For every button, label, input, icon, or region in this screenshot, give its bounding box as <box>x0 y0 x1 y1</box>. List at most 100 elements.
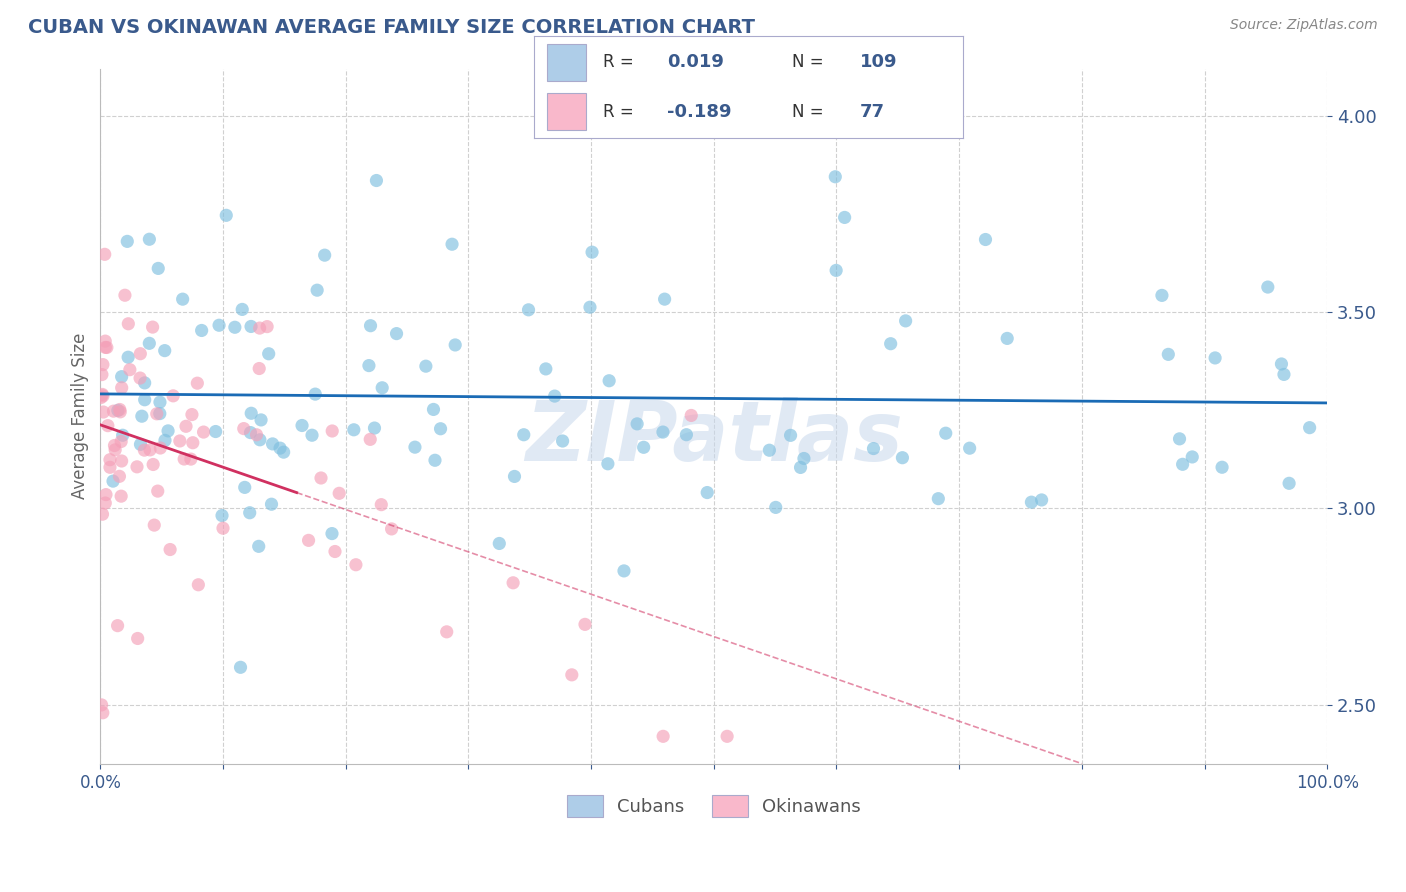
Point <box>652 425 675 439</box>
Text: 77: 77 <box>860 103 886 120</box>
Point <box>544 389 567 403</box>
Point <box>716 729 738 743</box>
Point <box>90 698 112 712</box>
Point <box>169 434 191 448</box>
Point <box>1272 368 1295 382</box>
Point <box>793 451 815 466</box>
Point <box>1204 351 1226 365</box>
Point <box>1157 347 1180 361</box>
Point <box>114 288 136 302</box>
Text: R =: R = <box>603 103 634 120</box>
Text: R =: R = <box>603 54 634 71</box>
Point <box>90 391 112 405</box>
Point <box>488 536 510 550</box>
Point <box>370 498 392 512</box>
Point <box>366 173 388 187</box>
Point <box>101 474 124 488</box>
Point <box>129 437 152 451</box>
Point <box>240 406 263 420</box>
Text: -0.189: -0.189 <box>668 103 731 120</box>
Point <box>91 387 114 401</box>
Point <box>1150 288 1173 302</box>
Point <box>415 359 437 374</box>
Point <box>211 508 233 523</box>
Point <box>146 484 169 499</box>
Point <box>108 402 131 417</box>
Point <box>260 497 283 511</box>
Text: N =: N = <box>792 103 823 120</box>
Point <box>423 453 446 467</box>
Point <box>110 405 132 419</box>
Point <box>927 491 949 506</box>
Point <box>959 441 981 455</box>
FancyBboxPatch shape <box>547 44 586 81</box>
Point <box>247 539 270 553</box>
Point <box>172 292 194 306</box>
Point <box>517 302 540 317</box>
Point <box>249 433 271 447</box>
Point <box>441 237 464 252</box>
Point <box>94 334 117 348</box>
Point <box>304 387 326 401</box>
Point <box>444 338 467 352</box>
Point <box>91 389 114 403</box>
Point <box>118 362 141 376</box>
Point <box>180 452 202 467</box>
Point <box>117 317 139 331</box>
Point <box>103 438 125 452</box>
Point <box>97 418 120 433</box>
Point <box>110 489 132 503</box>
Point <box>343 423 366 437</box>
Point <box>111 381 134 395</box>
Point <box>193 425 215 439</box>
Point <box>779 428 801 442</box>
Point <box>879 336 901 351</box>
Point <box>1298 420 1320 434</box>
Point <box>125 459 148 474</box>
Point <box>96 341 118 355</box>
Point <box>134 443 156 458</box>
Point <box>181 408 204 422</box>
Point <box>173 452 195 467</box>
Point <box>758 443 780 458</box>
Point <box>363 421 385 435</box>
Point <box>1181 450 1204 464</box>
Point <box>297 533 319 548</box>
Point <box>404 440 426 454</box>
Point <box>240 319 263 334</box>
Point <box>138 336 160 351</box>
Point <box>574 617 596 632</box>
Point <box>422 402 444 417</box>
Point <box>321 526 343 541</box>
Point <box>212 521 235 535</box>
Point <box>129 371 152 385</box>
Point <box>862 442 884 456</box>
Point <box>357 359 380 373</box>
Point <box>142 458 165 472</box>
Point <box>256 319 278 334</box>
Point <box>90 368 112 382</box>
Point <box>309 471 332 485</box>
Point <box>561 668 583 682</box>
Point <box>834 211 856 225</box>
Point <box>652 729 675 743</box>
Point <box>148 261 170 276</box>
Point <box>1278 476 1301 491</box>
Point <box>429 422 451 436</box>
Point <box>513 427 536 442</box>
Point <box>94 340 117 354</box>
Point <box>190 323 212 337</box>
Point <box>138 232 160 246</box>
Point <box>111 454 134 468</box>
Point <box>145 407 167 421</box>
Point <box>249 321 271 335</box>
Point <box>117 350 139 364</box>
Point <box>127 632 149 646</box>
Point <box>995 331 1018 345</box>
Point <box>359 433 381 447</box>
Point <box>269 441 291 455</box>
Point <box>134 392 156 407</box>
Point <box>131 409 153 424</box>
Point <box>323 544 346 558</box>
Point <box>239 425 262 440</box>
